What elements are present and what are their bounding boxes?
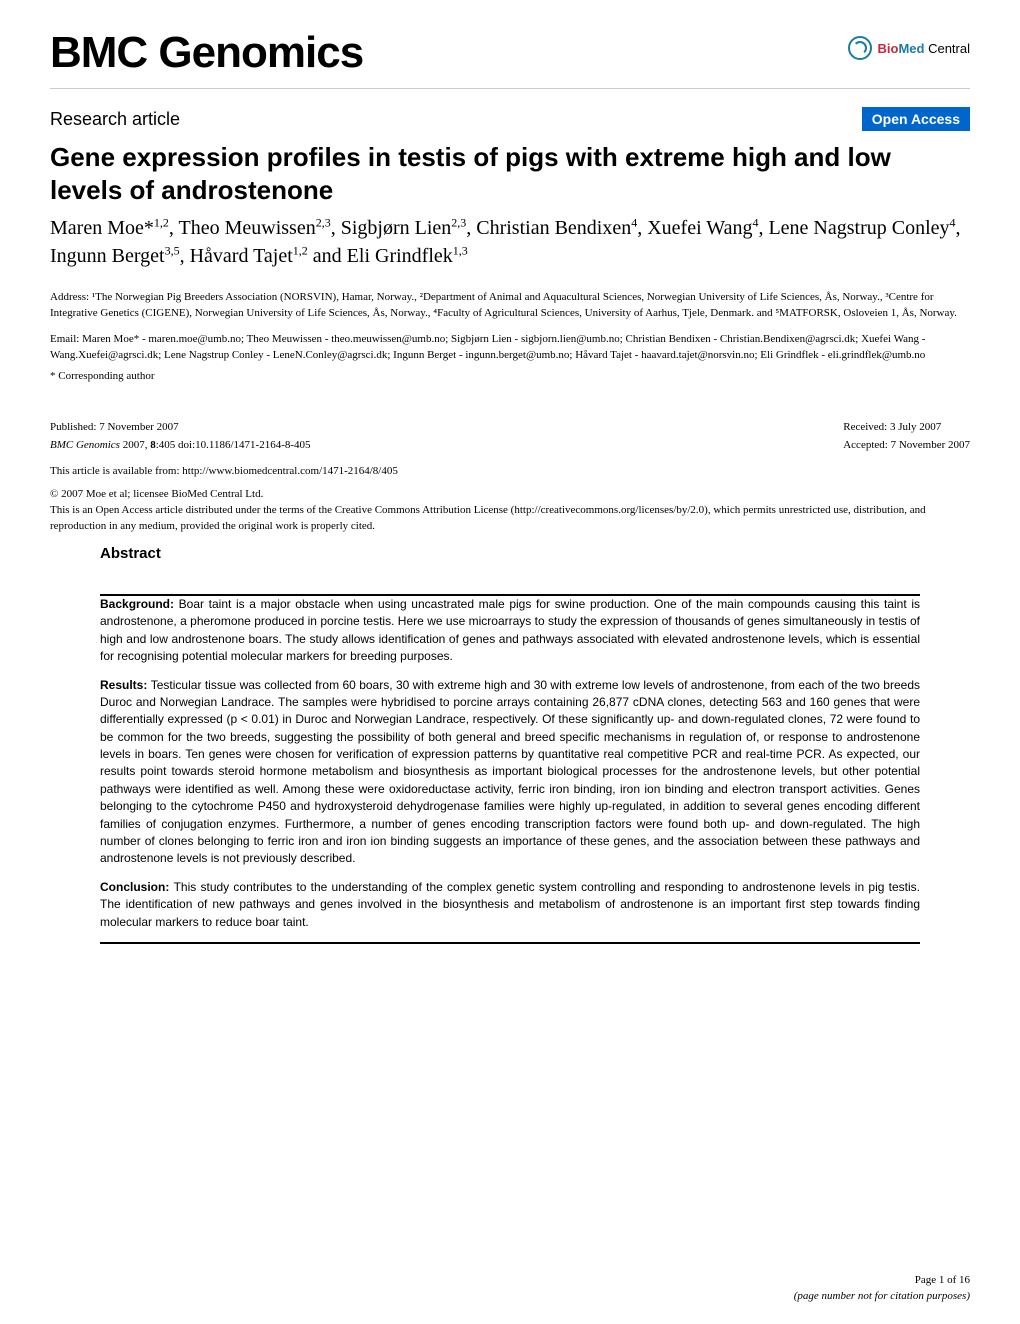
- biomed-icon: [848, 36, 872, 60]
- publisher-name: BioMed Central: [878, 41, 970, 56]
- article-title: Gene expression profiles in testis of pi…: [0, 131, 1020, 206]
- copyright-line2: This is an Open Access article distribut…: [50, 503, 970, 535]
- page-note: (page number not for citation purposes): [794, 1289, 970, 1304]
- publication-left: Published: 7 November 2007 BMC Genomics …: [50, 418, 311, 455]
- background-text: Boar taint is a major obstacle when usin…: [100, 597, 920, 663]
- results-text: Testicular tissue was collected from 60 …: [100, 678, 920, 866]
- abstract-heading: Abstract: [100, 535, 920, 566]
- open-access-badge: Open Access: [862, 107, 970, 131]
- citation-rest: :405 doi:10.1186/1471-2164-8-405: [156, 439, 311, 451]
- author-emails: Email: Maren Moe* - maren.moe@umb.no; Th…: [0, 322, 1020, 364]
- article-url-link[interactable]: http://www.biomedcentral.com/1471-2164/8…: [182, 465, 398, 477]
- authors-list: Maren Moe*1,2, Theo Meuwissen2,3, Sigbjø…: [0, 206, 1020, 270]
- license-url[interactable]: http://creativecommons.org/licenses/by/2…: [514, 504, 704, 516]
- publication-right: Received: 3 July 2007 Accepted: 7 Novemb…: [843, 418, 970, 455]
- affiliations: Address: ¹The Norwegian Pig Breeders Ass…: [0, 270, 1020, 322]
- publisher-central: Central: [924, 41, 970, 56]
- license-pre: This is an Open Access article distribut…: [50, 504, 514, 516]
- received-date: Received: 3 July 2007: [843, 418, 970, 437]
- publisher-logo: BioMed Central: [848, 36, 970, 60]
- corresponding-author-note: * Corresponding author: [0, 364, 1020, 382]
- results-label: Results:: [100, 678, 151, 692]
- url-label: This article is available from:: [50, 465, 182, 477]
- conclusion-text: This study contributes to the understand…: [100, 880, 920, 929]
- article-url-line: This article is available from: http://w…: [0, 455, 1020, 477]
- abstract-body: Background: Boar taint is a major obstac…: [0, 596, 1020, 931]
- conclusion-label: Conclusion:: [100, 880, 174, 894]
- journal-title: BMC Genomics: [50, 28, 363, 78]
- copyright-line1: © 2007 Moe et al; licensee BioMed Centra…: [50, 487, 970, 503]
- page-footer: Page 1 of 16 (page number not for citati…: [794, 1273, 970, 1304]
- published-date: Published: 7 November 2007: [50, 418, 311, 437]
- abstract-bottom-divider: [100, 942, 920, 944]
- abstract-background: Background: Boar taint is a major obstac…: [100, 596, 920, 666]
- page-header: BMC Genomics BioMed Central: [0, 0, 1020, 78]
- publisher-med: Med: [898, 41, 924, 56]
- abstract-section: Abstract: [0, 535, 1020, 566]
- article-header: Research article Open Access: [0, 89, 1020, 131]
- citation: BMC Genomics 2007, 8:405 doi:10.1186/147…: [50, 436, 311, 455]
- publication-info: Published: 7 November 2007 BMC Genomics …: [0, 382, 1020, 455]
- background-label: Background:: [100, 597, 179, 611]
- citation-journal: BMC Genomics: [50, 439, 120, 451]
- page-number: Page 1 of 16: [794, 1273, 970, 1288]
- abstract-conclusion: Conclusion: This study contributes to th…: [100, 879, 920, 931]
- citation-year: 2007,: [120, 439, 150, 451]
- accepted-date: Accepted: 7 November 2007: [843, 436, 970, 455]
- publisher-bio: Bio: [878, 41, 899, 56]
- abstract-text: Background: Boar taint is a major obstac…: [100, 596, 920, 931]
- article-type: Research article: [50, 109, 180, 130]
- copyright-block: © 2007 Moe et al; licensee BioMed Centra…: [0, 477, 1020, 535]
- abstract-results: Results: Testicular tissue was collected…: [100, 677, 920, 868]
